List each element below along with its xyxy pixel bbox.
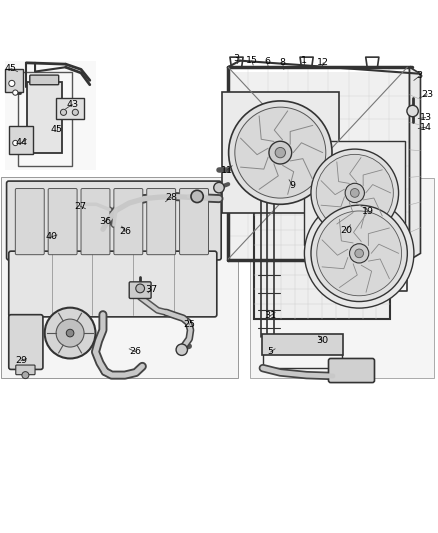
- Text: 8: 8: [279, 58, 286, 67]
- Circle shape: [60, 109, 67, 115]
- Text: 43: 43: [66, 100, 78, 109]
- FancyBboxPatch shape: [7, 181, 221, 260]
- Circle shape: [317, 211, 402, 296]
- Text: 44: 44: [15, 139, 27, 148]
- Polygon shape: [410, 67, 420, 260]
- Circle shape: [355, 249, 364, 257]
- Text: 29: 29: [15, 356, 27, 365]
- FancyBboxPatch shape: [48, 189, 77, 255]
- Text: 20: 20: [340, 226, 352, 235]
- FancyBboxPatch shape: [5, 61, 96, 170]
- Circle shape: [304, 199, 414, 308]
- Circle shape: [350, 244, 369, 263]
- Text: 13: 13: [420, 113, 432, 122]
- Circle shape: [13, 90, 18, 95]
- Text: 19: 19: [362, 207, 374, 216]
- FancyBboxPatch shape: [147, 189, 176, 255]
- Circle shape: [136, 284, 145, 293]
- Circle shape: [56, 319, 84, 347]
- FancyBboxPatch shape: [9, 126, 33, 155]
- Text: 12: 12: [317, 58, 329, 67]
- Text: 11: 11: [221, 166, 233, 175]
- Circle shape: [316, 155, 393, 231]
- Text: 30: 30: [316, 336, 328, 345]
- FancyBboxPatch shape: [254, 185, 390, 319]
- Text: 28: 28: [165, 193, 177, 202]
- Text: 9: 9: [290, 181, 296, 190]
- FancyBboxPatch shape: [15, 189, 44, 255]
- Text: 31: 31: [265, 311, 277, 320]
- Text: 36: 36: [99, 217, 111, 227]
- FancyBboxPatch shape: [114, 189, 143, 255]
- Circle shape: [275, 148, 286, 158]
- FancyBboxPatch shape: [5, 69, 23, 92]
- FancyBboxPatch shape: [56, 98, 84, 119]
- FancyBboxPatch shape: [9, 251, 217, 317]
- FancyBboxPatch shape: [328, 359, 374, 383]
- FancyBboxPatch shape: [27, 82, 62, 154]
- Circle shape: [407, 106, 418, 117]
- Circle shape: [269, 141, 292, 164]
- Text: 27: 27: [74, 201, 86, 211]
- Circle shape: [311, 205, 407, 302]
- Circle shape: [176, 344, 187, 356]
- Circle shape: [350, 189, 359, 197]
- Circle shape: [13, 140, 18, 146]
- Circle shape: [345, 183, 364, 203]
- Text: 40: 40: [46, 232, 58, 241]
- Circle shape: [229, 101, 332, 204]
- Text: 6: 6: [264, 57, 270, 66]
- FancyBboxPatch shape: [16, 365, 35, 375]
- FancyBboxPatch shape: [1, 177, 238, 378]
- Text: 3: 3: [233, 54, 240, 63]
- Text: 23: 23: [421, 90, 433, 99]
- Text: 14: 14: [420, 123, 432, 132]
- Text: 26: 26: [130, 348, 142, 357]
- Text: 1: 1: [301, 56, 307, 65]
- FancyBboxPatch shape: [9, 314, 43, 369]
- FancyBboxPatch shape: [304, 141, 405, 245]
- Text: 45: 45: [5, 64, 17, 73]
- FancyBboxPatch shape: [30, 75, 59, 85]
- FancyBboxPatch shape: [81, 189, 110, 255]
- Circle shape: [235, 107, 326, 198]
- Text: 15: 15: [246, 56, 258, 65]
- Circle shape: [45, 308, 95, 359]
- Circle shape: [191, 190, 203, 203]
- Text: 26: 26: [119, 227, 131, 236]
- Circle shape: [311, 149, 399, 237]
- Text: 25: 25: [183, 320, 195, 329]
- FancyBboxPatch shape: [129, 282, 151, 298]
- Circle shape: [72, 109, 78, 115]
- Text: 5: 5: [268, 348, 274, 357]
- Circle shape: [9, 80, 15, 86]
- Text: 45: 45: [51, 125, 63, 134]
- Text: 37: 37: [145, 285, 157, 294]
- Circle shape: [22, 372, 29, 378]
- FancyBboxPatch shape: [262, 334, 343, 355]
- Text: 3: 3: [417, 71, 423, 80]
- FancyBboxPatch shape: [228, 72, 409, 259]
- Circle shape: [66, 329, 74, 337]
- FancyBboxPatch shape: [180, 189, 208, 255]
- Circle shape: [214, 182, 224, 193]
- FancyBboxPatch shape: [222, 92, 339, 213]
- FancyBboxPatch shape: [250, 178, 434, 378]
